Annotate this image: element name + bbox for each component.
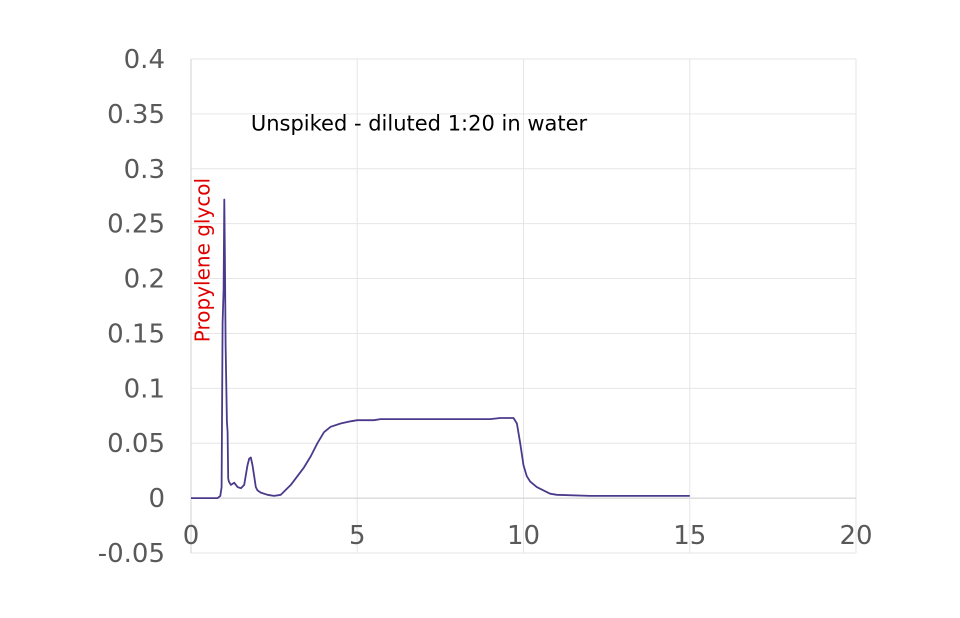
x-tick-label: 0 xyxy=(183,521,200,551)
x-tick-label: 5 xyxy=(349,521,366,551)
x-tick-label: 10 xyxy=(507,521,540,551)
y-tick-label: 0.3 xyxy=(124,155,165,185)
y-tick-label: 0.15 xyxy=(107,319,165,349)
y-tick-label: 0.2 xyxy=(124,265,165,295)
series-line-0 xyxy=(191,198,690,500)
y-tick-label: 0.35 xyxy=(107,100,165,130)
y-tick-label: 0.05 xyxy=(107,429,165,459)
peak-label-propylene-glycol: Propylene glycol xyxy=(190,178,214,342)
series xyxy=(191,198,690,500)
y-tick-label: 0 xyxy=(148,484,165,514)
x-tick-label: 15 xyxy=(673,521,706,551)
axes xyxy=(190,59,856,553)
x-tick-label: 20 xyxy=(839,521,872,551)
y-tick-label: 0.4 xyxy=(124,45,165,75)
chart-annotation: Unspiked - diluted 1:20 in water xyxy=(251,111,588,135)
tick-labels: -0.05 0 0.05 0.1 0.15 0.2 0.25 0.3 0.35 0.4 0 5 10 15… xyxy=(98,45,873,569)
annotations: Unspiked - diluted 1:20 in water Propylen… xyxy=(190,111,587,342)
y-tick-label: 0.25 xyxy=(107,210,165,240)
y-tick-label: -0.05 xyxy=(98,539,165,569)
y-tick-label: 0.1 xyxy=(124,374,165,404)
